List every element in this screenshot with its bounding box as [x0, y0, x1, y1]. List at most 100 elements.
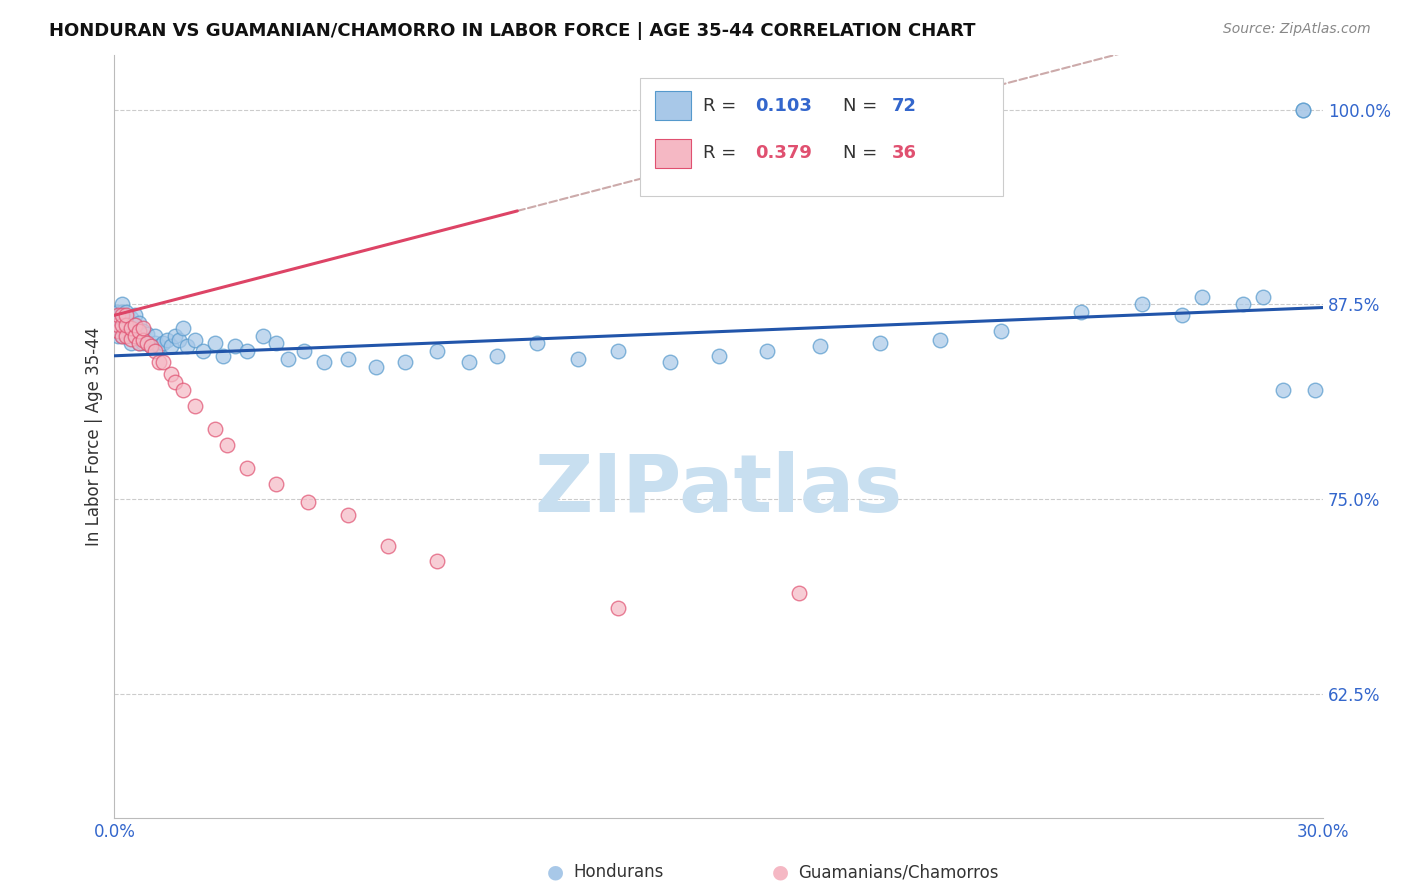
Point [135, 336, 157, 351]
Point [128, 324, 150, 338]
Point [990, 324, 1012, 338]
Point [337, 351, 360, 366]
Point [107, 318, 129, 332]
Point [176, 339, 198, 353]
Bar [655, 91, 690, 120]
Point [115, 308, 138, 322]
Point [184, 333, 207, 347]
Point [236, 344, 259, 359]
Point [131, 324, 153, 338]
Point [120, 332, 142, 346]
Point [163, 376, 186, 390]
Point [567, 351, 589, 366]
Point [297, 495, 319, 509]
Point [204, 422, 226, 436]
Point [111, 328, 134, 343]
Point [115, 328, 138, 343]
Text: N =: N = [844, 144, 883, 161]
Point [337, 508, 360, 522]
Point [156, 333, 179, 347]
Point [131, 336, 153, 351]
Text: 0.103: 0.103 [755, 96, 811, 114]
Point [128, 316, 150, 330]
Point [607, 344, 630, 359]
Point [107, 324, 129, 338]
Point [111, 318, 134, 332]
Point [120, 320, 142, 334]
Point [115, 328, 138, 343]
Text: 72: 72 [891, 96, 917, 114]
FancyBboxPatch shape [640, 78, 1002, 196]
Point [172, 320, 194, 334]
Point [204, 336, 226, 351]
Text: HONDURAN VS GUAMANIAN/CHAMORRO IN LABOR FORCE | AGE 35-44 CORRELATION CHART: HONDURAN VS GUAMANIAN/CHAMORRO IN LABOR … [49, 22, 976, 40]
Point [1292, 103, 1315, 117]
Point [1191, 290, 1213, 304]
Point [252, 328, 274, 343]
Point [124, 328, 146, 343]
Point [366, 359, 388, 374]
Point [659, 355, 682, 369]
Point [111, 308, 134, 322]
Point [224, 339, 246, 353]
Point [107, 305, 129, 319]
Point [292, 344, 315, 359]
Point [394, 355, 416, 369]
Point [111, 297, 134, 311]
Point [486, 349, 509, 363]
Point [458, 355, 481, 369]
Point [120, 324, 142, 338]
Point [131, 320, 153, 334]
Point [312, 355, 335, 369]
Text: Source: ZipAtlas.com: Source: ZipAtlas.com [1223, 22, 1371, 37]
Point [526, 336, 548, 351]
Point [152, 355, 174, 369]
Text: Guamanians/Chamorros: Guamanians/Chamorros [799, 863, 1000, 881]
Point [152, 336, 174, 351]
Point [115, 318, 138, 332]
Point [135, 326, 157, 341]
Point [191, 344, 214, 359]
Y-axis label: In Labor Force | Age 35-44: In Labor Force | Age 35-44 [86, 327, 103, 547]
Point [1070, 305, 1092, 319]
Point [128, 336, 150, 351]
Text: R =: R = [703, 96, 742, 114]
Point [107, 328, 129, 343]
Text: 0.379: 0.379 [755, 144, 811, 161]
Point [120, 336, 142, 351]
Text: 36: 36 [891, 144, 917, 161]
Point [264, 476, 287, 491]
Point [124, 328, 146, 343]
Text: ●: ● [547, 863, 564, 882]
Point [756, 344, 779, 359]
Point [1171, 308, 1194, 322]
Point [277, 351, 299, 366]
Point [139, 339, 162, 353]
Point [111, 328, 134, 343]
Point [124, 318, 146, 332]
Point [128, 324, 150, 338]
Text: R =: R = [703, 144, 742, 161]
Point [107, 308, 129, 322]
Text: ZIPatlas: ZIPatlas [534, 451, 903, 529]
Point [1130, 297, 1153, 311]
Point [115, 320, 138, 334]
Point [236, 461, 259, 475]
Point [1232, 297, 1254, 311]
Text: ●: ● [772, 863, 789, 882]
Bar [655, 139, 690, 168]
Point [167, 333, 190, 347]
Point [707, 349, 730, 363]
Point [111, 318, 134, 332]
Point [139, 339, 162, 353]
Point [111, 305, 134, 319]
Text: N =: N = [844, 96, 883, 114]
Point [148, 339, 170, 353]
Point [808, 339, 831, 353]
Point [159, 368, 181, 382]
Point [264, 336, 287, 351]
Point [869, 336, 891, 351]
Point [212, 349, 235, 363]
Point [1292, 103, 1315, 117]
Point [377, 539, 399, 553]
